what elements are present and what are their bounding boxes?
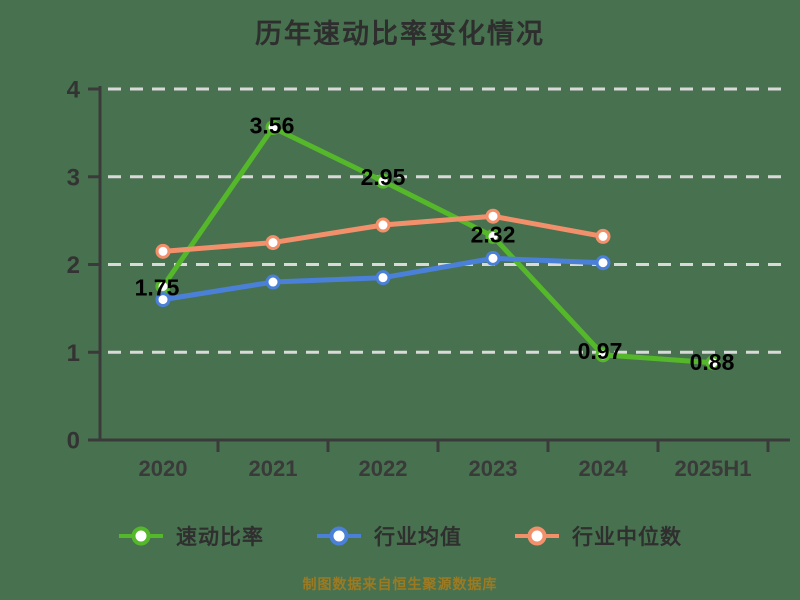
svg-text:2024: 2024 [579,456,629,481]
svg-text:1: 1 [67,340,80,367]
legend-line-marker-icon [119,526,163,546]
legend-label-quick-ratio: 速动比率 [176,526,264,549]
svg-text:3.56: 3.56 [250,113,295,139]
svg-text:4: 4 [67,77,81,104]
svg-text:1.75: 1.75 [135,274,180,300]
legend-label-industry-mean: 行业均值 [374,526,462,549]
chart-legend: 速动比率 行业均值 行业中位数 [0,517,800,555]
svg-text:0.88: 0.88 [690,349,735,375]
legend-line-marker-icon [515,526,559,546]
chart-title: 历年速动比率变化情况 [255,19,545,49]
svg-text:3: 3 [67,164,80,191]
legend-item-quick-ratio: 速动比率 [118,521,264,551]
svg-text:0: 0 [67,428,80,455]
data-source-note: 制图数据来自恒生聚源数据库 [302,576,498,592]
svg-text:0.97: 0.97 [578,338,623,364]
svg-text:2020: 2020 [139,456,188,481]
legend-item-industry-mean: 行业均值 [316,521,462,551]
svg-text:2022: 2022 [359,456,408,481]
svg-text:2021: 2021 [249,456,298,481]
legend-item-industry-median: 行业中位数 [514,521,682,551]
svg-text:2025H1: 2025H1 [674,456,751,481]
svg-text:2.32: 2.32 [471,221,516,247]
svg-text:2.95: 2.95 [361,164,406,190]
legend-label-industry-median: 行业中位数 [572,526,682,549]
legend-line-marker-icon [317,526,361,546]
svg-text:2023: 2023 [469,456,518,481]
svg-text:2: 2 [67,252,80,279]
